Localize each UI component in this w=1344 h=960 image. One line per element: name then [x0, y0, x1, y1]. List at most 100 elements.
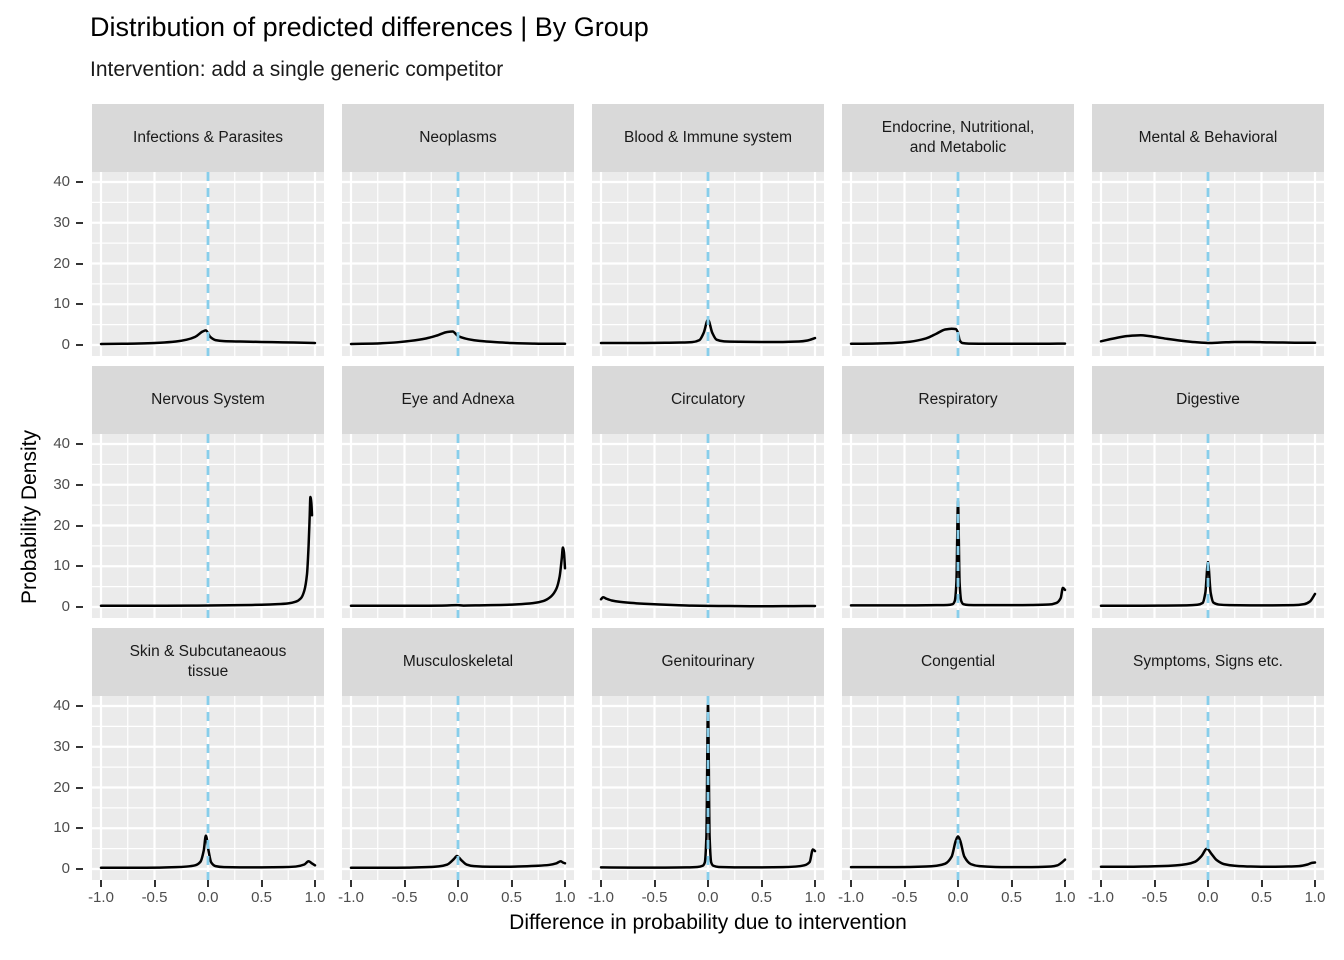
y-tick-mark: [76, 705, 83, 707]
facet-panel-nervous-system: [92, 434, 324, 618]
facet-neoplasms: Neoplasms: [342, 104, 574, 356]
facet-panel-digestive: [1092, 434, 1324, 618]
y-tick-label: 20: [53, 516, 70, 534]
x-tick-label: 0.5: [501, 889, 522, 906]
y-axis-title: Probability Density: [18, 430, 41, 604]
facet-panel-mental-behavioral: [1092, 172, 1324, 356]
x-tick-label: -0.5: [141, 889, 168, 906]
y-tick-label: 30: [53, 737, 70, 755]
facet-endocrine-nutritional-and-metabolic: Endocrine, Nutritional, and Metabolic: [842, 104, 1074, 356]
facet-panel-neoplasms: [342, 172, 574, 356]
facet-strip-label: Endocrine, Nutritional, and Metabolic: [881, 118, 1035, 156]
x-tick-mark: [403, 880, 406, 887]
facet-genitourinary: Genitourinary: [592, 628, 824, 880]
facet-panel-endocrine-nutritional-and-metabolic: [842, 172, 1074, 356]
y-tick-label: 20: [53, 254, 70, 272]
facet-strip: Blood & Immune system: [592, 104, 824, 172]
y-tick-mark: [76, 303, 83, 306]
density-curve: [349, 854, 567, 870]
facet-nervous-system: Nervous System: [92, 366, 324, 618]
x-tick-label: 0.0: [1197, 889, 1219, 906]
facet-strip-label: Musculoskeletal: [402, 652, 514, 670]
x-tick-label: 0.0: [447, 889, 469, 906]
y-tick-mark: [76, 745, 83, 748]
facet-strip: Symptoms, Signs etc.: [1092, 628, 1324, 696]
x-tick-label: 0.5: [251, 889, 272, 906]
facet-strip: Endocrine, Nutritional, and Metabolic: [842, 104, 1074, 172]
facet-musculoskeletal: Musculoskeletal: [342, 628, 574, 880]
y-tick-label: 10: [53, 557, 70, 575]
facet-strip-label: Blood & Immune system: [624, 128, 792, 146]
density-curve: [849, 499, 1067, 607]
x-tick-label: -1.0: [88, 889, 114, 906]
x-tick-mark: [350, 880, 352, 887]
x-tick-mark: [314, 880, 316, 887]
density-curve: [1099, 847, 1317, 869]
facet-panel-blood-immune-system: [592, 172, 824, 356]
density-curve: [99, 329, 317, 346]
facet-strip-label: Infections & Parasites: [133, 128, 283, 146]
x-axis-title: Difference in probability due to interve…: [509, 911, 907, 934]
x-tick-label: 0.0: [197, 889, 219, 906]
y-tick-mark: [76, 483, 83, 486]
facet-strip: Circulatory: [592, 366, 824, 434]
facet-circulatory: Circulatory: [592, 366, 824, 618]
facet-strip: Mental & Behavioral: [1092, 104, 1324, 172]
x-tick-label: 1.0: [554, 889, 576, 906]
y-tick-mark: [76, 181, 83, 183]
facet-strip-label: Neoplasms: [419, 128, 497, 146]
y-tick-label: 0: [61, 336, 70, 353]
facet-strip: Musculoskeletal: [342, 628, 574, 696]
x-tick-label: 0.5: [751, 889, 772, 906]
x-tick-mark: [760, 880, 763, 887]
x-tick-label: 1.0: [1304, 889, 1326, 906]
x-tick-label: 1.0: [804, 889, 826, 906]
facet-panel-respiratory: [842, 434, 1074, 618]
x-tick-mark: [1314, 880, 1316, 887]
x-tick-mark: [850, 880, 852, 887]
x-tick-label: -1.0: [838, 889, 864, 906]
facet-strip-label: Mental & Behavioral: [1138, 128, 1278, 146]
x-tick-mark: [1260, 880, 1263, 887]
density-curve: [849, 835, 1067, 869]
x-tick-label: 0.5: [1251, 889, 1272, 906]
x-tick-label: -0.5: [891, 889, 918, 906]
facet-panel-skin-subcutaneaous-tissue: [92, 696, 324, 880]
y-tick-mark: [76, 262, 83, 265]
facet-strip: Skin & Subcutaneaous tissue: [92, 628, 324, 696]
density-curve: [849, 327, 1067, 346]
facet-mental-behavioral: Mental & Behavioral: [1092, 104, 1324, 356]
facet-congential: Congential: [842, 628, 1074, 880]
facet-panel-symptoms-signs-etc: [1092, 696, 1324, 880]
facet-strip-label: Symptoms, Signs etc.: [1133, 652, 1283, 670]
x-tick-label: 0.5: [1001, 889, 1022, 906]
y-tick-label: 0: [61, 598, 70, 615]
x-tick-mark: [957, 880, 959, 887]
facet-strip: Genitourinary: [592, 628, 824, 696]
facet-strip-label: Circulatory: [670, 390, 746, 408]
density-curve: [599, 595, 817, 608]
x-tick-mark: [510, 880, 513, 887]
y-tick-label: 30: [53, 475, 70, 493]
density-curve: [99, 495, 314, 608]
y-tick-mark: [76, 221, 83, 224]
facet-panel-musculoskeletal: [342, 696, 574, 880]
density-curve: [599, 702, 817, 869]
x-tick-mark: [1207, 880, 1209, 887]
y-tick-mark: [76, 606, 83, 608]
facet-strip-label: Digestive: [1176, 390, 1240, 408]
x-tick-mark: [1153, 880, 1156, 887]
y-tick-label: 0: [61, 860, 70, 877]
density-curve: [1099, 333, 1317, 345]
density-curve: [99, 834, 317, 870]
y-tick-mark: [76, 868, 83, 870]
y-tick-mark: [76, 565, 83, 568]
facet-strip-label: Eye and Adnexa: [401, 390, 515, 408]
facet-strip: Eye and Adnexa: [342, 366, 574, 434]
facet-strip: Congential: [842, 628, 1074, 696]
facet-panel-infections-parasites: [92, 172, 324, 356]
density-curve: [349, 546, 567, 608]
x-tick-label: -1.0: [1088, 889, 1114, 906]
